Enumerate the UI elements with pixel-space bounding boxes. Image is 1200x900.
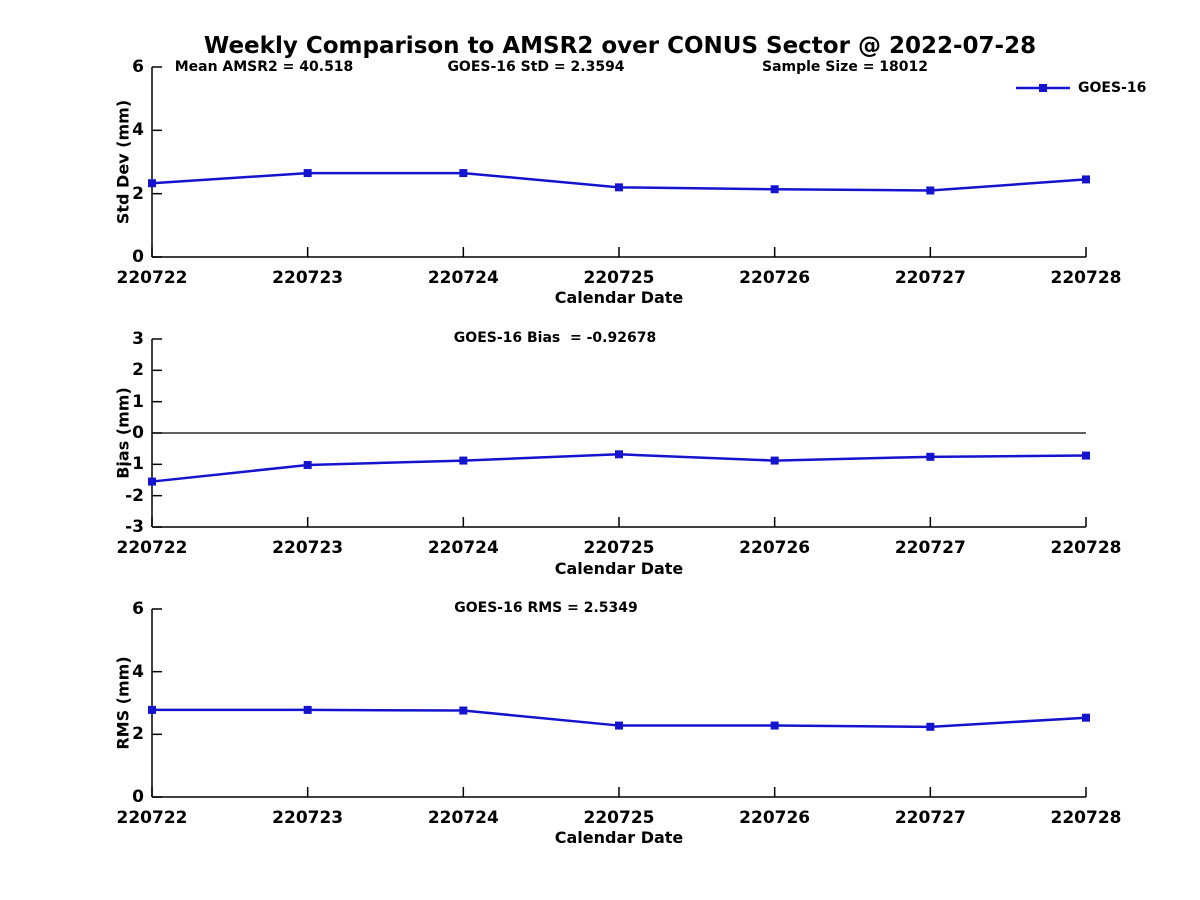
x-tick-label: 220728 — [1050, 268, 1122, 288]
data-point-marker — [303, 169, 312, 178]
x-tick-label: 220726 — [739, 808, 811, 828]
data-point-marker — [926, 452, 935, 461]
x-tick-label: 220724 — [427, 808, 499, 828]
legend-marker-icon — [1039, 84, 1047, 92]
x-tick-label: 220727 — [894, 268, 966, 288]
chart-bias — [148, 338, 1090, 528]
data-point-marker — [148, 179, 156, 188]
data-point-marker — [926, 722, 935, 731]
annotation-goes16-rms: GOES-16 RMS = 2.5349 — [454, 600, 638, 616]
y-tick-label: 3 — [132, 329, 144, 349]
x-axis-label-middle: Calendar Date — [554, 559, 684, 578]
y-tick-label: 4 — [132, 661, 144, 682]
x-tick-label: 220725 — [583, 808, 655, 828]
legend-swatch — [1016, 84, 1070, 92]
y-tick-label: 0 — [132, 423, 144, 443]
data-point-marker — [1082, 713, 1090, 722]
x-tick-label: 220722 — [116, 268, 188, 288]
data-point-marker — [1082, 451, 1090, 460]
y-tick-label: 2 — [132, 724, 144, 745]
y-tick-label: -1 — [125, 454, 144, 475]
chart-std-dev — [148, 66, 1090, 258]
figure-title: Weekly Comparison to AMSR2 over CONUS Se… — [203, 33, 1037, 59]
data-point-marker — [1082, 175, 1090, 184]
data-point-marker — [926, 186, 935, 195]
x-tick-label: 220726 — [739, 268, 811, 288]
data-point-marker — [770, 185, 779, 194]
data-point-marker — [770, 456, 779, 465]
y-tick-label: 6 — [132, 599, 144, 619]
data-point-marker — [148, 705, 156, 714]
y-tick-label: 0 — [132, 247, 144, 267]
y-tick-label: -3 — [125, 517, 144, 537]
x-tick-label: 220724 — [427, 268, 499, 288]
x-axis-label-top: Calendar Date — [554, 288, 684, 307]
x-tick-label: 220726 — [739, 538, 811, 558]
y-axis-label-std-dev: Std Dev (mm) — [113, 99, 133, 225]
x-tick-label: 220727 — [894, 538, 966, 558]
y-tick-label: 2 — [132, 183, 144, 204]
y-tick-label: 2 — [132, 360, 144, 381]
x-tick-label: 220724 — [427, 538, 499, 558]
y-tick-label: -2 — [125, 485, 144, 506]
x-tick-label: 220723 — [272, 808, 344, 828]
x-tick-label: 220722 — [116, 808, 188, 828]
x-tick-label: 220722 — [116, 538, 188, 558]
series-line — [151, 453, 1087, 483]
x-axis-label-bottom: Calendar Date — [554, 828, 684, 847]
x-tick-label: 220725 — [583, 268, 655, 288]
data-point-marker — [615, 721, 623, 730]
x-tick-label: 220727 — [894, 808, 966, 828]
data-point-marker — [770, 721, 779, 730]
y-tick-label: 0 — [132, 787, 144, 807]
x-tick-label: 220728 — [1050, 808, 1122, 828]
y-tick-label: 4 — [132, 120, 144, 141]
chart-rms — [148, 608, 1090, 798]
x-tick-label: 220723 — [272, 538, 344, 558]
data-point-marker — [459, 706, 468, 715]
data-point-marker — [459, 169, 468, 178]
x-tick-label: 220728 — [1050, 538, 1122, 558]
annotation-mean-amsr2: Mean AMSR2 = 40.518 — [174, 59, 354, 75]
annotation-sample-size: Sample Size = 18012 — [761, 59, 929, 75]
data-point-marker — [459, 456, 468, 465]
x-tick-label: 220723 — [272, 268, 344, 288]
data-point-marker — [615, 183, 623, 192]
y-tick-label: 6 — [132, 57, 144, 77]
data-point-marker — [615, 450, 623, 459]
annotation-goes16-std: GOES-16 StD = 2.3594 — [447, 59, 625, 75]
annotation-goes16-bias: GOES-16 Bias = -0.92678 — [453, 330, 657, 346]
y-tick-label: 1 — [132, 391, 144, 412]
data-point-marker — [303, 705, 312, 714]
data-point-marker — [148, 477, 156, 486]
x-tick-label: 220725 — [583, 538, 655, 558]
legend-label: GOES-16 — [1078, 80, 1147, 96]
data-point-marker — [303, 460, 312, 469]
